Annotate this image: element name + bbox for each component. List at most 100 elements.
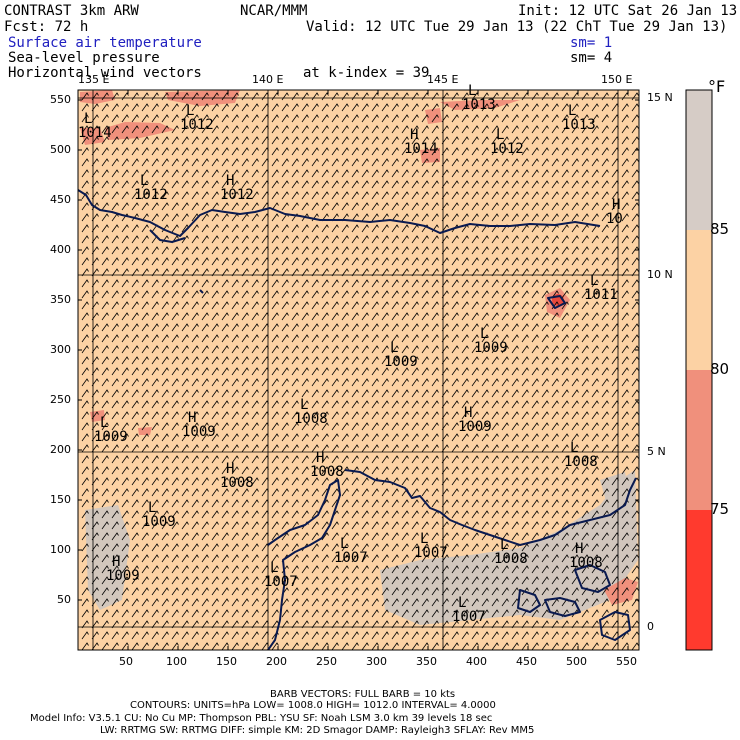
footer-contour-info: CONTOURS: UNITS=hPa LOW= 1008.0 HIGH= 10… <box>130 700 496 711</box>
x-tick-200: 200 <box>266 655 287 668</box>
pressure-center-letter: L <box>458 595 467 611</box>
y-tick-250: 250 <box>50 393 71 406</box>
pressure-center-value: 1008 <box>494 551 528 567</box>
model-title: CONTRAST 3km ARW <box>4 3 139 19</box>
pressure-center-value: 1008 <box>564 454 598 470</box>
pressure-center-letter: L <box>496 127 505 143</box>
x-tick-250: 250 <box>316 655 337 668</box>
pressure-center-letter: L <box>186 103 195 119</box>
lat-label-15n: 15 N <box>647 91 673 104</box>
lat-label-5n: 5 N <box>647 445 666 458</box>
pressure-center-letter: L <box>420 531 429 547</box>
pressure-center-letter: H <box>188 410 197 426</box>
field-temperature: Surface air temperature <box>8 35 202 51</box>
pressure-center-letter: H <box>316 450 325 466</box>
pressure-center-letter: H <box>112 554 121 570</box>
x-tick-450: 450 <box>516 655 537 668</box>
x-tick-300: 300 <box>366 655 387 668</box>
pressure-center-value: 1009 <box>384 354 418 370</box>
y-tick-200: 200 <box>50 443 71 456</box>
pressure-center-value: 1012 <box>220 187 254 203</box>
pressure-center-letter: H <box>226 173 235 189</box>
coastlines <box>78 189 637 650</box>
pressure-center-letter: H <box>612 197 621 213</box>
lon-label-135: 135 E <box>78 73 110 86</box>
valid-time: Valid: 12 UTC Tue 29 Jan 13 (22 ChT Tue … <box>306 19 728 35</box>
y-tick-150: 150 <box>50 493 71 506</box>
colorbar-unit: °F <box>708 77 726 96</box>
axis-ticks <box>78 90 639 650</box>
pressure-center-letter: L <box>568 103 577 119</box>
pressure-center-letter: H <box>410 127 419 143</box>
colorbar-segment-85 <box>686 90 712 230</box>
pressure-center-letter: L <box>300 397 309 413</box>
footer-barb-info: BARB VECTORS: FULL BARB = 10 kts <box>270 689 456 700</box>
lat-label-10n: 10 N <box>647 268 673 281</box>
pressure-center-value: 1008 <box>569 555 603 571</box>
y-tick-350: 350 <box>50 293 71 306</box>
pressure-center-value: 1013 <box>462 97 496 113</box>
field-temperature-smoothing: sm= 1 <box>570 35 613 51</box>
field-wind: Horizontal wind vectors <box>8 65 202 81</box>
y-tick-50: 50 <box>57 593 71 606</box>
pressure-center-letter: L <box>480 326 489 342</box>
x-tick-150: 150 <box>216 655 237 668</box>
colorbar-label-80: 80 <box>710 360 730 378</box>
pressure-center-value: 1007 <box>452 609 486 625</box>
pressure-center-value: 1009 <box>458 419 492 435</box>
pressure-center-value: 1009 <box>106 568 140 584</box>
plot-frame <box>77 89 640 651</box>
pressure-center-value: 1012 <box>134 187 168 203</box>
pressure-center-letter: L <box>84 111 93 127</box>
pressure-center-value: 1013 <box>562 117 596 133</box>
pressure-center-letter: L <box>500 537 509 553</box>
pressure-center-value: 1014 <box>78 125 112 141</box>
lat-label-0: 0 <box>647 620 654 633</box>
lon-label-145: 145 E <box>427 73 459 86</box>
pressure-center-value: 1008 <box>310 464 344 480</box>
forecast-hour: Fcst: 72 h <box>4 19 89 35</box>
pressure-center-value: 1008 <box>220 475 254 491</box>
pressure-center-value: 1011 <box>584 287 618 303</box>
footer-model-info-2: LW: RRTMG SW: RRTMG DIFF: simple KM: 2D … <box>100 725 535 736</box>
colorbar <box>685 89 713 651</box>
pressure-center-letter: L <box>148 500 157 516</box>
y-tick-300: 300 <box>50 343 71 356</box>
pressure-center-value: 1012 <box>490 141 524 157</box>
pressure-center-letter: L <box>468 83 477 99</box>
y-tick-500: 500 <box>50 143 71 156</box>
field-pressure-smoothing: sm= 4 <box>570 50 613 66</box>
colorbar-segment-80 <box>686 230 712 370</box>
x-tick-500: 500 <box>566 655 587 668</box>
footer-model-info: Model Info: V3.5.1 CU: No Cu MP: Thompso… <box>30 713 493 724</box>
x-tick-400: 400 <box>466 655 487 668</box>
k-index-label: at k-index = 39 <box>303 65 430 81</box>
x-tick-550: 550 <box>616 655 637 668</box>
lon-label-150: 150 E <box>601 73 633 86</box>
pressure-center-value: 1007 <box>264 574 298 590</box>
pressure-center-letter: H <box>575 541 584 557</box>
pressure-center-letter: L <box>270 560 279 576</box>
pressure-center-value: 1009 <box>94 429 128 445</box>
colorbar-label-75: 75 <box>710 500 730 518</box>
x-tick-100: 100 <box>166 655 187 668</box>
pressure-center-value: 1009 <box>142 514 176 530</box>
colorbar-segment-low <box>686 510 712 650</box>
pressure-center-value: 1007 <box>414 545 448 561</box>
y-tick-100: 100 <box>50 543 71 556</box>
pressure-center-letter: H <box>226 461 235 477</box>
pressure-center-value: 1009 <box>182 424 216 440</box>
pressure-center-letter: L <box>590 273 599 289</box>
tick-marks <box>78 90 639 650</box>
colorbar-segment-75 <box>686 370 712 510</box>
pressure-center-value: 1009 <box>474 340 508 356</box>
x-tick-350: 350 <box>416 655 437 668</box>
field-pressure: Sea-level pressure <box>8 50 160 66</box>
init-time: Init: 12 UTC Sat 26 Jan 13 <box>518 3 738 19</box>
pressure-center-letter: L <box>140 173 149 189</box>
cool-patches <box>85 470 638 625</box>
pressure-center-letter: H <box>464 405 473 421</box>
pressure-center-value: 1007 <box>334 550 368 566</box>
pressure-center-letter: L <box>340 536 349 552</box>
